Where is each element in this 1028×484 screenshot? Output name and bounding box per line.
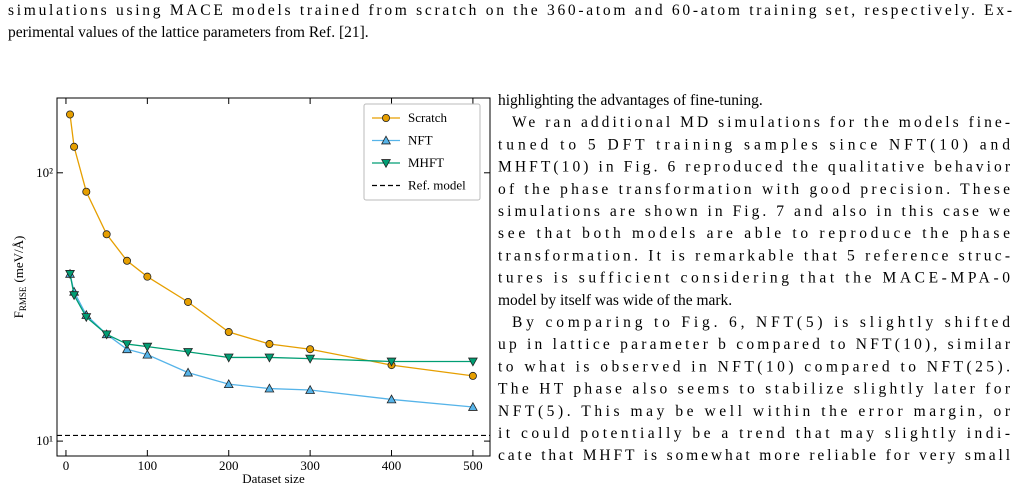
marker <box>101 330 112 340</box>
marker <box>143 272 152 281</box>
marker <box>381 114 390 123</box>
marker <box>183 348 194 358</box>
body-line: model by itself was wide of the mark. <box>498 292 732 309</box>
marker <box>122 340 132 350</box>
plot-frame <box>56 97 491 457</box>
series-line <box>69 273 473 363</box>
marker <box>69 291 80 301</box>
marker <box>65 270 76 280</box>
body-line: to what is observed in NFT(10) compared … <box>498 358 1010 375</box>
marker <box>386 394 397 404</box>
body-line: By comparing to Fig. 6, NFT(5) is slight… <box>512 314 1010 331</box>
marker <box>142 349 153 359</box>
x-tick-label: 200 <box>219 458 239 473</box>
marker <box>223 353 234 363</box>
body-line: transformation. It is remarkable that 5 … <box>498 247 1010 264</box>
body-line: highlighting the advantages of fine-tuni… <box>498 92 763 109</box>
x-tick-label: 300 <box>300 458 320 473</box>
series-line <box>69 273 473 408</box>
body-line: The HT phase also seems to stabilize sli… <box>498 381 1011 398</box>
legend-label: Scratch <box>408 110 447 125</box>
caption-line: perimental values of the lattice paramet… <box>8 24 369 41</box>
legend-label: NFT <box>408 133 433 148</box>
x-tick-label: 100 <box>138 458 158 473</box>
x-tick-label: 400 <box>382 458 402 473</box>
caption-line: simulations using MACE models trained fr… <box>8 2 1012 19</box>
body-line: see that both models are able to reprodu… <box>498 225 1010 242</box>
marker <box>467 401 478 411</box>
body-line: simulations are shown in Fig. 7 and also… <box>498 203 1010 220</box>
marker <box>184 297 193 306</box>
marker <box>386 357 397 367</box>
x-tick-label: 500 <box>463 458 483 473</box>
y-tick-label: 10¹ <box>36 433 53 448</box>
legend: Scratch NFT MHFT Ref. model <box>363 103 481 201</box>
marker <box>467 357 478 367</box>
marker <box>142 342 153 352</box>
marker <box>306 345 315 354</box>
marker <box>305 354 316 364</box>
body-line: tures is sufficient considering that the… <box>498 270 1010 287</box>
body-line: up in lattice parameter b compared to NF… <box>498 336 1011 353</box>
legend-label: MHFT <box>408 155 444 170</box>
legend-box <box>363 103 481 201</box>
series-line <box>69 114 473 377</box>
marker <box>81 313 92 323</box>
body-line: MHFT(10) in Fig. 6 reproduced the qualit… <box>498 159 1011 176</box>
x-tick-label: 0 <box>63 458 70 473</box>
marker <box>102 230 111 239</box>
marker <box>305 384 316 394</box>
marker <box>265 340 274 349</box>
marker <box>468 371 477 380</box>
marker <box>264 353 275 363</box>
marker <box>381 159 391 169</box>
marker <box>66 110 75 119</box>
marker <box>223 379 234 389</box>
marker <box>264 383 275 393</box>
y-axis-label-part: RMSE <box>18 286 28 311</box>
marker <box>82 187 91 196</box>
body-line: tuned to 5 DFT training samples since NF… <box>498 136 1010 153</box>
body-line: NFT(5). This may be well within the erro… <box>498 403 1011 420</box>
y-tick-label: 10² <box>36 165 53 180</box>
marker <box>224 328 233 337</box>
body-line: of the phase transformation with good pr… <box>498 181 1010 198</box>
y-axis-label-part: F <box>11 311 26 318</box>
y-axis-label: FRMSE (meV/Å) <box>11 236 28 319</box>
body-line: We ran additional MD simulations for the… <box>512 114 1010 131</box>
legend-label: Ref. model <box>408 178 466 193</box>
marker <box>183 367 194 377</box>
body-line: cate that MHFT is somewhat more reliable… <box>498 447 1010 464</box>
marker <box>381 135 391 145</box>
marker <box>122 256 131 265</box>
marker <box>70 142 79 151</box>
chart: 0 100 200 300 400 500 10¹ 10² Dataset size FRMSE (… <box>11 97 491 484</box>
y-axis-label-part: (meV/Å) <box>11 236 26 283</box>
x-axis-label: Dataset size <box>242 471 305 484</box>
text: simulations using MACE models trained fr… <box>8 2 1012 464</box>
body-line: it could potentially be a trend that may… <box>498 425 1010 442</box>
